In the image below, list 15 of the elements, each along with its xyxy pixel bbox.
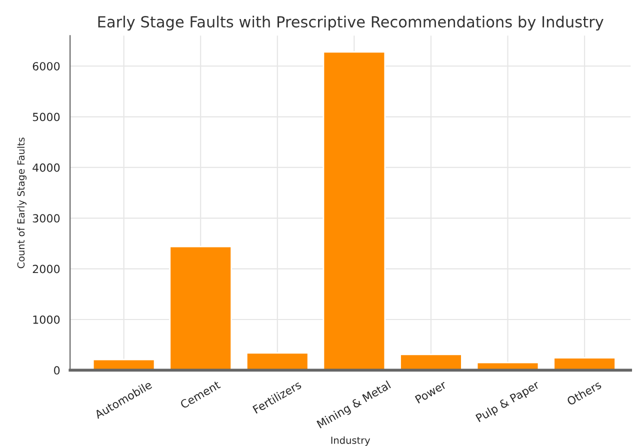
bar — [246, 352, 309, 370]
y-tick-label: 4000 — [32, 163, 60, 172]
bar — [169, 246, 232, 370]
y-tick-label: 0 — [54, 366, 60, 375]
y-tick-label: 6000 — [32, 62, 60, 70]
bar — [553, 357, 616, 370]
bar — [400, 354, 462, 370]
chart-title: Early Stage Faults with Prescriptive Recommendations by Industry — [98, 16, 604, 31]
x-axis-title: Industry — [331, 436, 370, 446]
y-axis-title: Count of Early Stage Faults — [17, 138, 27, 268]
y-tick-label: 2000 — [32, 264, 60, 274]
y-tick-label: 5000 — [32, 112, 60, 122]
y-tick-label: 1000 — [33, 315, 60, 324]
y-tick-label: 3000 — [32, 214, 60, 223]
bar — [322, 51, 386, 370]
